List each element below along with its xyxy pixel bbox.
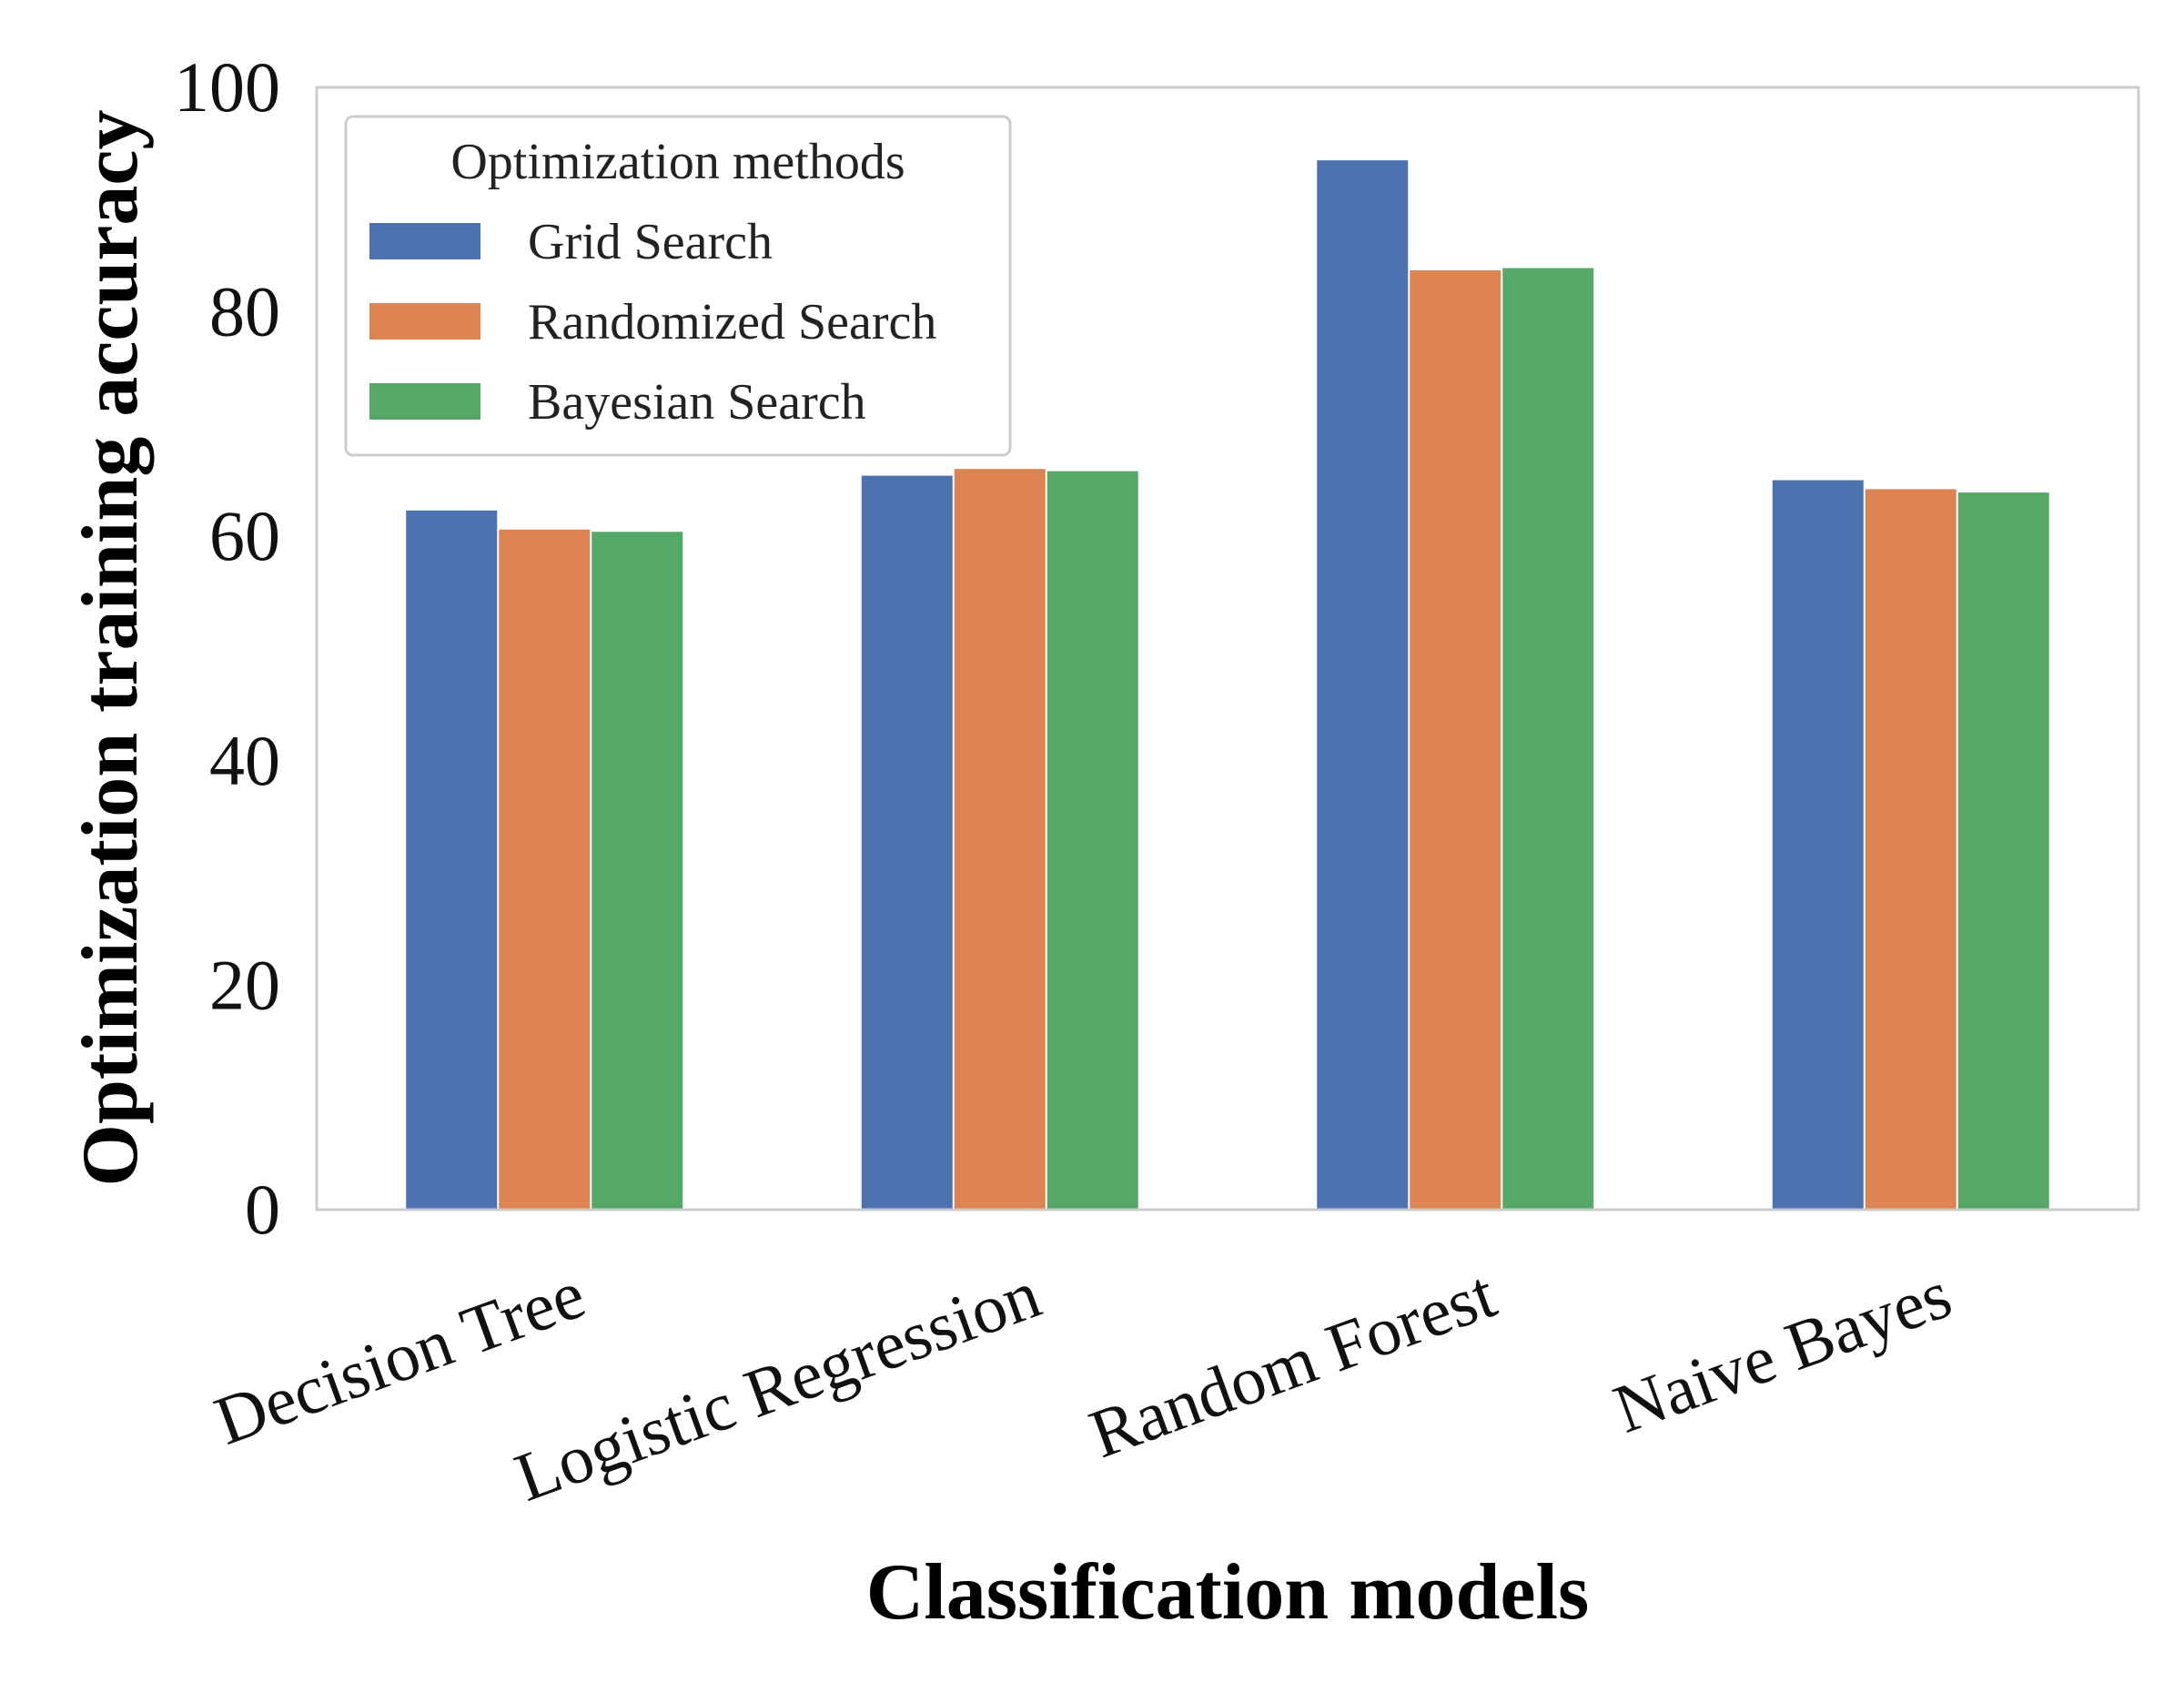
legend-items: Grid Search Randomized Search Bayesian Sea…: [369, 214, 936, 431]
bar-2-4: [1865, 489, 1956, 1210]
bar-2-2: [954, 469, 1046, 1210]
legend-label-1: Grid Search: [528, 214, 773, 270]
legend-label-2: Randomized Search: [528, 294, 936, 350]
legend-title: Optimization methods: [450, 134, 905, 190]
x-axis-title: Classification models: [866, 1548, 1589, 1637]
x-tick-label-2: Logistic Regression: [506, 1256, 1050, 1516]
bars-group: [406, 160, 2049, 1211]
y-axis-title: Optimization training accuracy: [66, 110, 155, 1187]
y-tick-label: 60: [209, 496, 280, 575]
legend: Optimization methods Grid Search Randomiz…: [344, 115, 1012, 457]
y-tick-labels: 0 20 40 60 80 100: [174, 47, 280, 1249]
bar-1-4: [1772, 480, 1864, 1210]
legend-swatch-1: [369, 223, 480, 259]
legend-frame: [344, 115, 1012, 457]
legend-swatch-2: [369, 303, 480, 340]
bar-3-1: [592, 532, 683, 1210]
plot-frame: [315, 86, 2140, 1211]
y-tick-label: 80: [209, 272, 280, 351]
legend-label-3: Bayesian Search: [528, 374, 866, 431]
bar-1-1: [406, 510, 498, 1210]
x-tick-label-1: Decision Tree: [206, 1256, 594, 1460]
bar-1-3: [1317, 160, 1409, 1210]
bar-2-3: [1410, 269, 1502, 1210]
x-tick-label-3: Random Forest: [1080, 1256, 1505, 1474]
y-tick-label: 20: [209, 945, 280, 1024]
bar-2-1: [499, 529, 591, 1210]
bar-3-2: [1046, 471, 1138, 1210]
legend-swatch-3: [369, 383, 480, 420]
x-tick-label-4: Naive Bayes: [1604, 1256, 1961, 1448]
y-tick-label: 0: [245, 1170, 280, 1249]
bar-3-3: [1502, 268, 1594, 1211]
y-tick-label: 40: [209, 721, 280, 800]
bar-1-2: [861, 475, 953, 1210]
y-tick-label: 100: [174, 47, 280, 127]
bar-3-4: [1957, 492, 2049, 1210]
